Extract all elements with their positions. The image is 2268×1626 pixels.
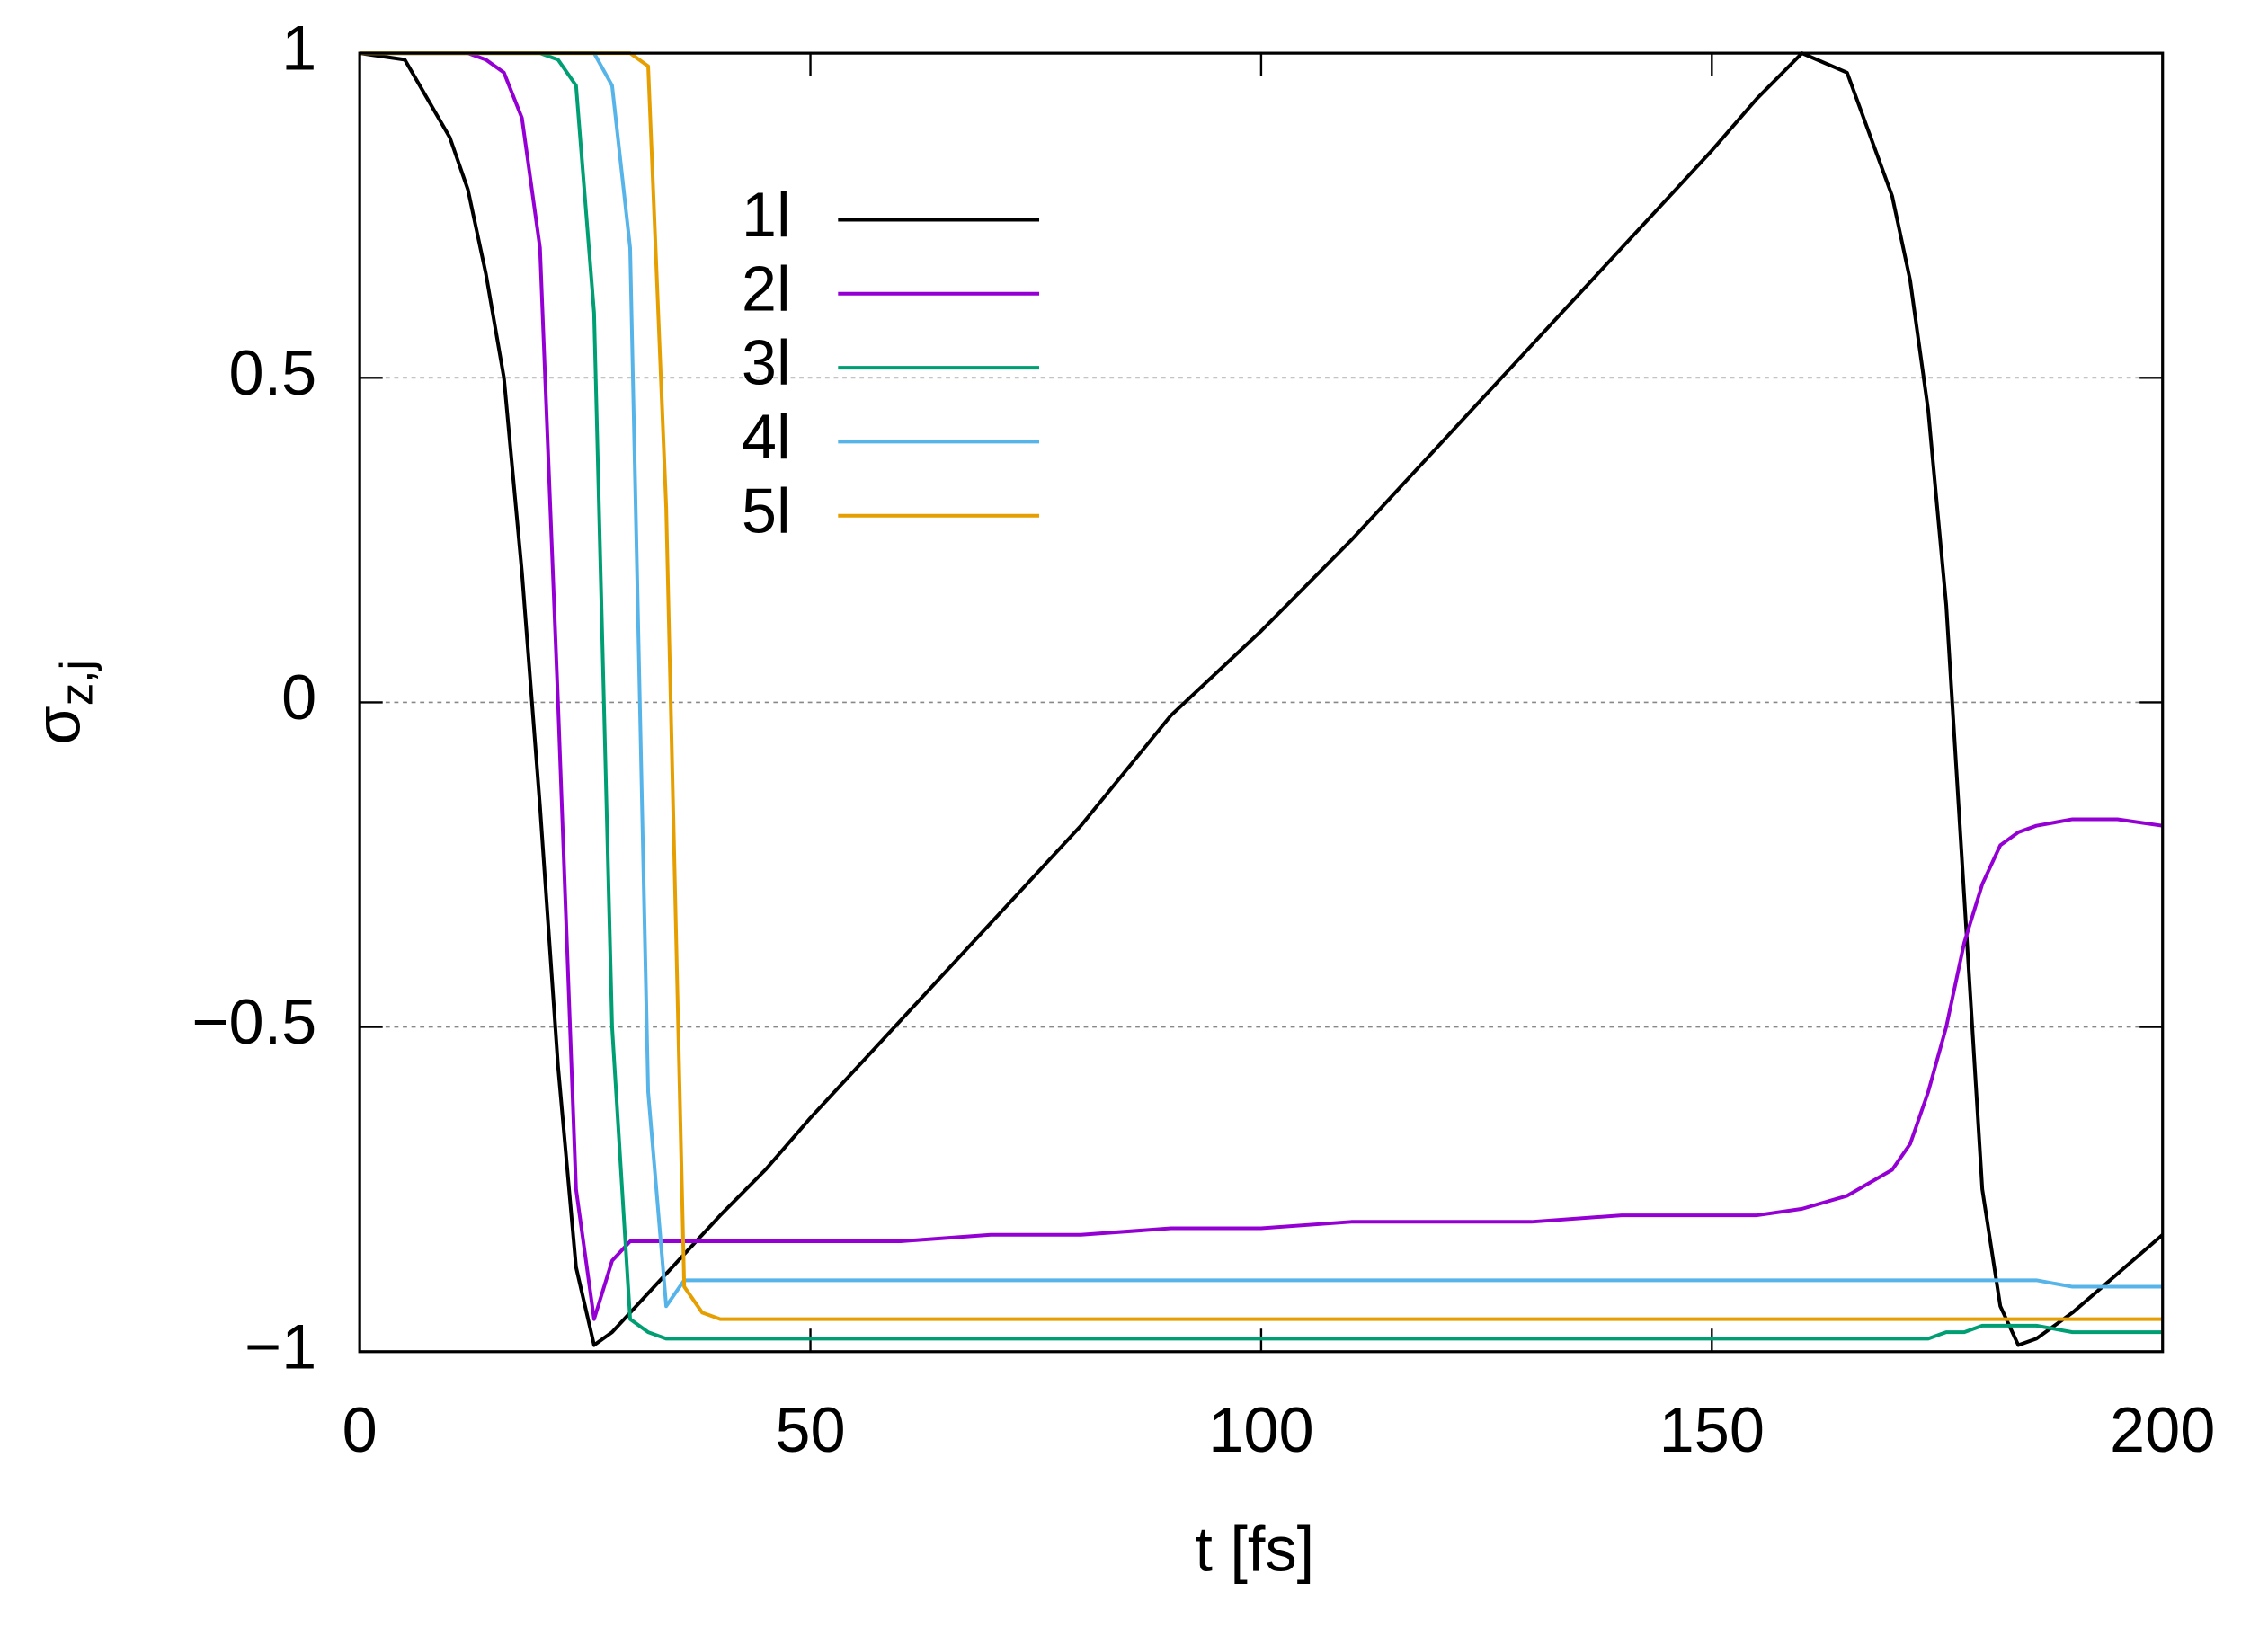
y-tick-label: 1 — [281, 13, 316, 84]
x-tick-label: 150 — [1659, 1394, 1765, 1465]
data-line — [360, 51, 2163, 1341]
y-axis-subscript: z,j — [50, 660, 102, 706]
y-axis-symbol: σ — [22, 706, 93, 744]
legend-label: 3l — [742, 327, 791, 398]
x-tick-label: 0 — [342, 1394, 378, 1465]
data-line — [360, 51, 2163, 1309]
x-tick-label: 100 — [1208, 1394, 1313, 1465]
legend-label: 5l — [742, 475, 791, 546]
y-tick-label: −0.5 — [191, 986, 316, 1057]
legend-label: 2l — [742, 253, 791, 324]
y-tick-label: 0 — [281, 662, 316, 733]
x-tick-label: 50 — [775, 1394, 845, 1465]
x-axis-label: t [fs] — [1195, 1514, 1314, 1585]
data-line — [360, 51, 2163, 1321]
plot-frame — [358, 51, 2165, 1354]
y-tick-label: −1 — [245, 1311, 316, 1382]
legend-label: 1l — [742, 179, 791, 250]
legend-label: 4l — [742, 401, 791, 472]
y-tick-label: 0.5 — [228, 337, 316, 408]
y-axis-label: σz,j — [22, 660, 102, 745]
data-line — [359, 51, 2165, 1347]
x-tick-label: 200 — [2110, 1394, 2215, 1465]
